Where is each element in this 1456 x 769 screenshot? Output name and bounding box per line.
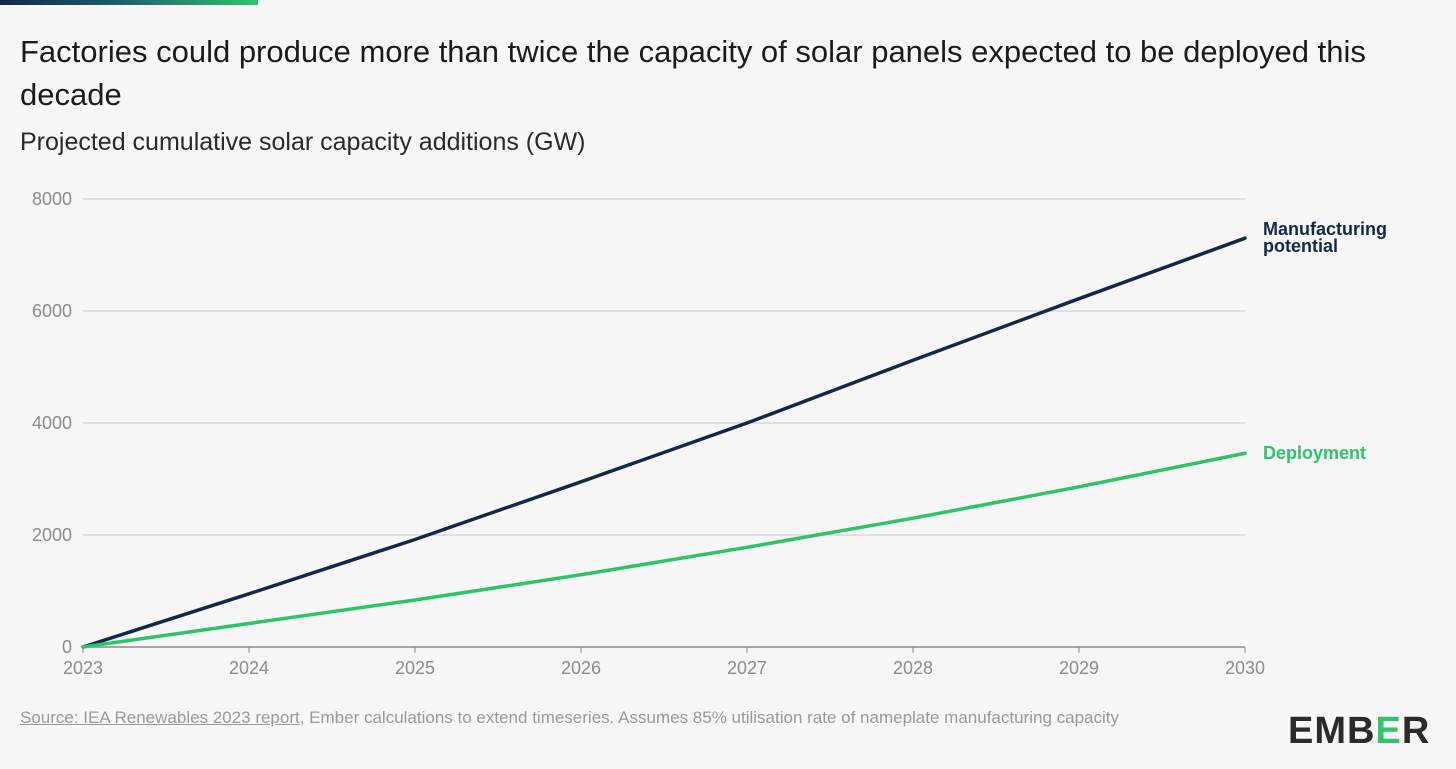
source-link[interactable]: Source: IEA Renewables 2023 report	[20, 708, 300, 727]
y-axis-ticks: 0 2000 4000 6000 8000	[32, 189, 72, 657]
x-tick-label-2030: 2030	[1225, 658, 1265, 678]
y-tick-label-8000: 8000	[32, 189, 72, 209]
x-tick-label-2027: 2027	[727, 658, 767, 678]
y-tick-label-2000: 2000	[32, 525, 72, 545]
source-text: , Ember calculations to extend timeserie…	[299, 708, 1119, 727]
ember-logo: EMBER	[1288, 710, 1431, 752]
source-note: Source: IEA Renewables 2023 report, Embe…	[20, 708, 1170, 728]
y-tick-label-6000: 6000	[32, 301, 72, 321]
x-tick-label-2025: 2025	[395, 658, 435, 678]
series-lines	[81, 236, 1247, 649]
x-tick-label-2029: 2029	[1059, 658, 1099, 678]
x-tick-label-2023: 2023	[63, 658, 103, 678]
series-label-manufacturing-potential: Manufacturing potential	[1263, 219, 1387, 256]
x-tick-label-2026: 2026	[561, 658, 601, 678]
chart-title: Factories could produce more than twice …	[20, 34, 1366, 112]
chart-subtitle: Projected cumulative solar capacity addi…	[20, 128, 586, 156]
x-tick-label-2024: 2024	[229, 658, 269, 678]
series-label-deployment: Deployment	[1263, 443, 1366, 463]
y-tick-label-4000: 4000	[32, 413, 72, 433]
series-line-manufacturing-potential	[81, 236, 1247, 649]
series-line-deployment	[81, 451, 1247, 649]
x-axis-ticks: 2023 2024 2025 2026 2027 2028 2029 2030	[63, 647, 1265, 678]
top-accent-bar	[0, 0, 258, 5]
y-tick-label-0: 0	[62, 637, 72, 657]
grid-lines	[83, 198, 1245, 648]
series-labels: Manufacturing potential Deployment	[1263, 219, 1387, 463]
x-tick-label-2028: 2028	[893, 658, 933, 678]
